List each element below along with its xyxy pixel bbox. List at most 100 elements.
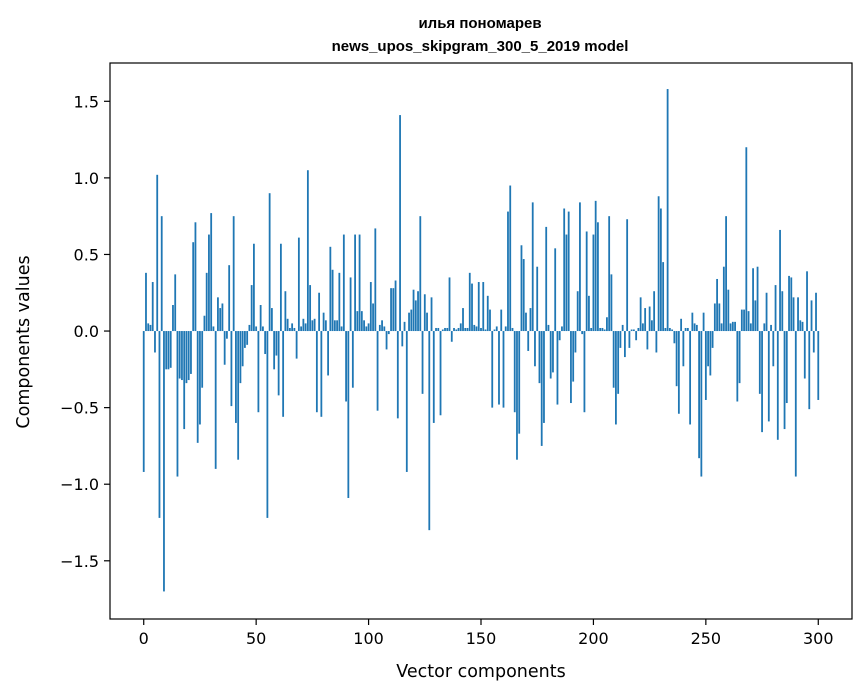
- bar: [183, 331, 186, 430]
- bar: [320, 331, 323, 417]
- bar: [765, 292, 768, 332]
- bar: [504, 326, 507, 332]
- bar: [633, 329, 635, 332]
- bar: [552, 331, 554, 373]
- bar: [653, 291, 656, 332]
- bar: [567, 211, 570, 332]
- bar: [637, 327, 640, 332]
- bar: [304, 323, 307, 332]
- bar: [657, 196, 660, 332]
- bar: [291, 323, 294, 332]
- bar: [630, 329, 633, 332]
- bar: [273, 331, 276, 370]
- bar: [754, 300, 757, 332]
- bar: [801, 321, 804, 332]
- bar: [187, 331, 190, 381]
- bar: [659, 208, 662, 332]
- bar: [178, 331, 181, 379]
- bar: [680, 318, 683, 332]
- bar: [529, 308, 532, 332]
- bar: [345, 331, 347, 402]
- bar: [295, 331, 298, 359]
- bar: [747, 311, 750, 332]
- bar: [437, 327, 440, 332]
- bar: [619, 331, 622, 348]
- bar: [324, 320, 327, 332]
- bar: [399, 115, 401, 332]
- x-tick-label: 200: [578, 629, 609, 648]
- bar: [486, 295, 489, 332]
- bar: [534, 331, 536, 367]
- bar: [217, 297, 219, 332]
- bar: [603, 329, 606, 332]
- bar: [329, 246, 332, 332]
- bar: [244, 331, 246, 348]
- bar: [646, 331, 649, 350]
- bar: [306, 170, 309, 332]
- bar: [507, 211, 509, 332]
- bar: [142, 331, 145, 472]
- bar: [729, 323, 732, 332]
- bar: [297, 237, 300, 332]
- bar: [491, 331, 494, 408]
- bar: [797, 297, 799, 332]
- bar: [594, 200, 597, 332]
- bar: [331, 269, 334, 332]
- bar: [540, 331, 543, 446]
- bar: [738, 331, 741, 384]
- bar: [300, 326, 303, 332]
- bar: [327, 331, 329, 376]
- bar: [734, 321, 736, 332]
- bar: [158, 331, 161, 518]
- x-tick-label: 250: [691, 629, 722, 648]
- y-tick-label: 1.0: [74, 169, 99, 188]
- bar: [612, 331, 615, 388]
- bar: [774, 285, 777, 332]
- bar: [385, 331, 388, 350]
- bar: [459, 323, 462, 332]
- bar: [686, 327, 689, 332]
- bar: [176, 331, 179, 477]
- bar: [617, 331, 620, 394]
- bar: [650, 320, 653, 332]
- bar: [392, 288, 395, 332]
- bar: [522, 259, 525, 332]
- bar: [311, 320, 314, 332]
- bar: [192, 242, 195, 332]
- bar: [340, 326, 343, 332]
- bar: [516, 331, 518, 460]
- bar: [558, 331, 561, 341]
- bar: [585, 231, 588, 332]
- bar: [482, 282, 485, 332]
- bar: [655, 331, 658, 353]
- bar: [232, 216, 235, 332]
- bar: [464, 327, 467, 332]
- bar: [579, 202, 581, 332]
- bar: [279, 243, 282, 332]
- x-axis-ticks: 0 50 100 150 200 250 300: [139, 619, 834, 648]
- bar: [450, 331, 453, 342]
- bar: [203, 315, 206, 332]
- bar: [453, 327, 455, 332]
- bar: [212, 326, 215, 332]
- bar: [432, 331, 435, 423]
- bar: [711, 331, 714, 348]
- bar: [221, 303, 224, 332]
- bar: [752, 268, 754, 332]
- bar: [817, 331, 820, 400]
- bar: [351, 331, 354, 388]
- bar: [702, 312, 705, 332]
- bar: [513, 331, 516, 413]
- bar: [511, 327, 514, 332]
- bar: [668, 327, 671, 332]
- bar: [401, 331, 404, 347]
- bar: [309, 285, 312, 332]
- bar: [354, 234, 356, 332]
- bar: [570, 331, 572, 404]
- bar: [147, 323, 150, 332]
- bar: [574, 331, 577, 353]
- bar: [286, 318, 289, 332]
- bar: [181, 331, 183, 381]
- bar: [731, 321, 734, 332]
